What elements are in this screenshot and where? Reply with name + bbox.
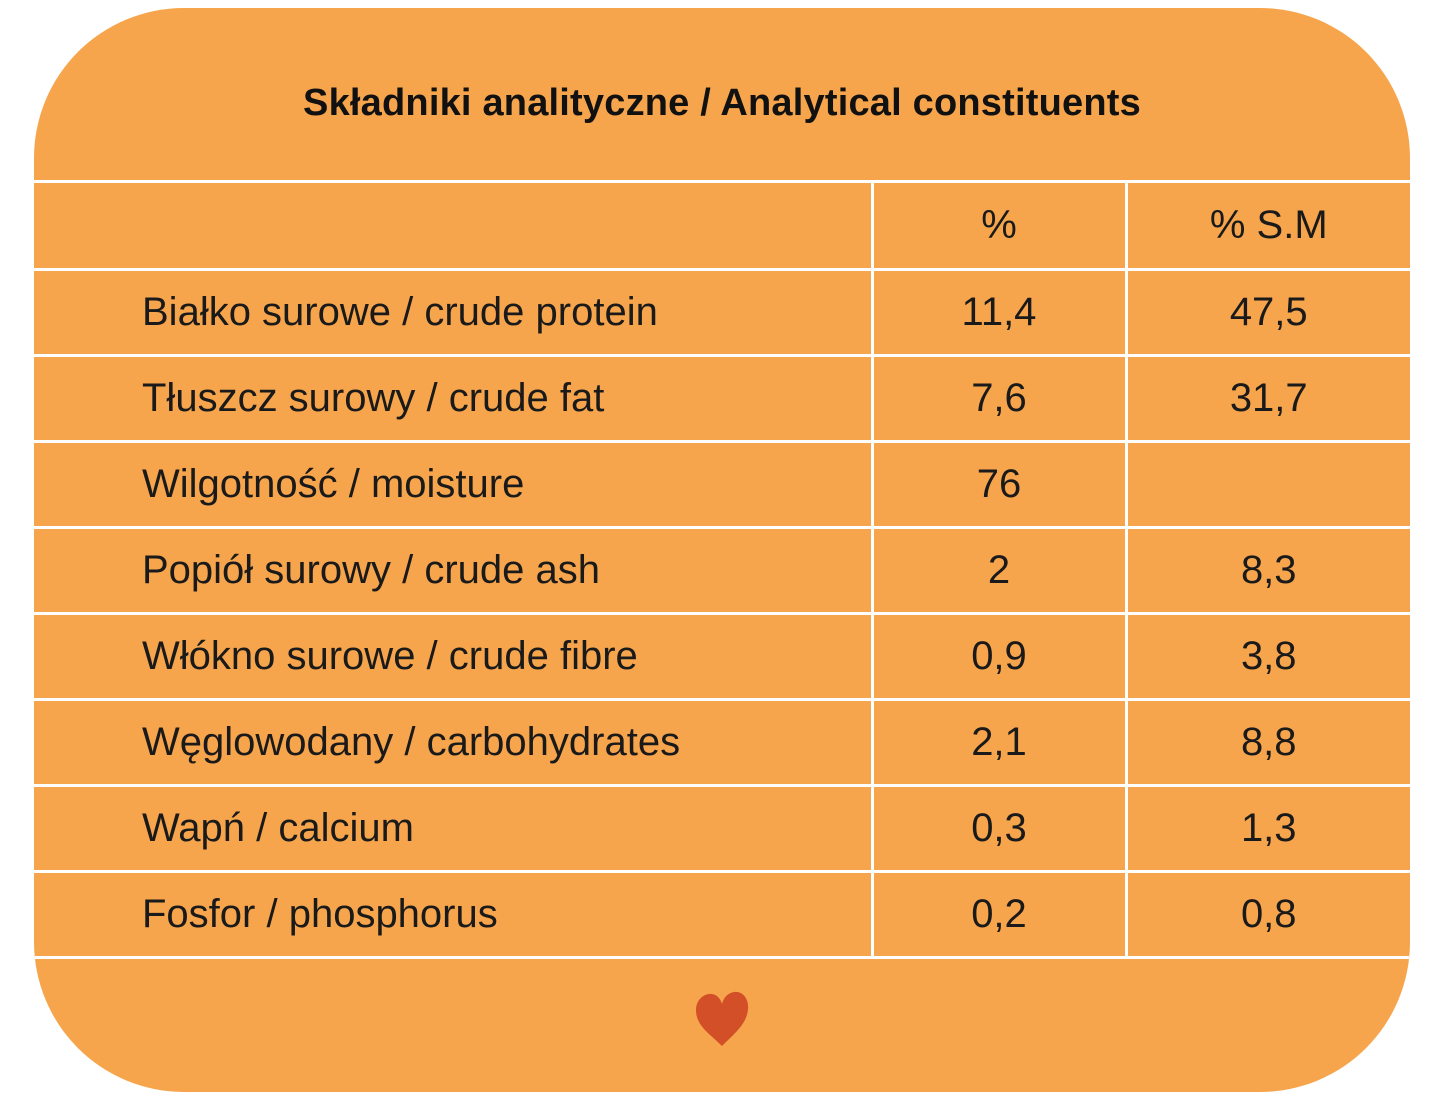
dry-matter-value: 47,5: [1124, 268, 1410, 357]
constituent-name: Wapń / calcium: [34, 784, 874, 873]
constituent-name: Białko surowe / crude protein: [34, 268, 874, 357]
constituent-name: Fosfor / phosphorus: [34, 870, 874, 959]
dry-matter-value: 0,8: [1124, 870, 1410, 959]
percent-value: 2: [870, 526, 1128, 615]
constituents-table: % % S.M Białko surowe / crude protein 11…: [34, 180, 1410, 959]
percent-value: 0,3: [870, 784, 1128, 873]
table-title: Składniki analityczne / Analytical const…: [303, 82, 1141, 124]
table-row: Popiół surowy / crude ash 2 8,3: [34, 526, 1410, 615]
dry-matter-value: 31,7: [1124, 354, 1410, 443]
percent-value: 0,2: [870, 870, 1128, 959]
percent-value: 7,6: [870, 354, 1128, 443]
constituent-name: Tłuszcz surowy / crude fat: [34, 354, 874, 443]
dry-matter-value: 3,8: [1124, 612, 1410, 701]
constituent-name: Węglowodany / carbohydrates: [34, 698, 874, 787]
table-row: Wapń / calcium 0,3 1,3: [34, 784, 1410, 873]
percent-value: 0,9: [870, 612, 1128, 701]
table-header-row: % % S.M: [34, 180, 1410, 271]
dry-matter-value: [1124, 440, 1410, 529]
header-dry-matter-percent: % S.M: [1124, 180, 1410, 271]
analytical-constituents-card: Składniki analityczne / Analytical const…: [34, 8, 1410, 1092]
table-row: Wilgotność / moisture 76: [34, 440, 1410, 529]
dry-matter-value: 1,3: [1124, 784, 1410, 873]
constituent-name: Wilgotność / moisture: [34, 440, 874, 529]
table-row: Fosfor / phosphorus 0,2 0,8: [34, 870, 1410, 959]
constituent-name: Włókno surowe / crude fibre: [34, 612, 874, 701]
dry-matter-value: 8,8: [1124, 698, 1410, 787]
percent-value: 2,1: [870, 698, 1128, 787]
dry-matter-value: 8,3: [1124, 526, 1410, 615]
heart-icon: [696, 991, 749, 1046]
table-row: Węglowodany / carbohydrates 2,1 8,8: [34, 698, 1410, 787]
header-constituent: [34, 180, 874, 271]
table-row: Tłuszcz surowy / crude fat 7,6 31,7: [34, 354, 1410, 443]
percent-value: 76: [870, 440, 1128, 529]
header-percent: %: [870, 180, 1128, 271]
table-row: Białko surowe / crude protein 11,4 47,5: [34, 268, 1410, 357]
percent-value: 11,4: [870, 268, 1128, 357]
table-row: Włókno surowe / crude fibre 0,9 3,8: [34, 612, 1410, 701]
constituent-name: Popiół surowy / crude ash: [34, 526, 874, 615]
